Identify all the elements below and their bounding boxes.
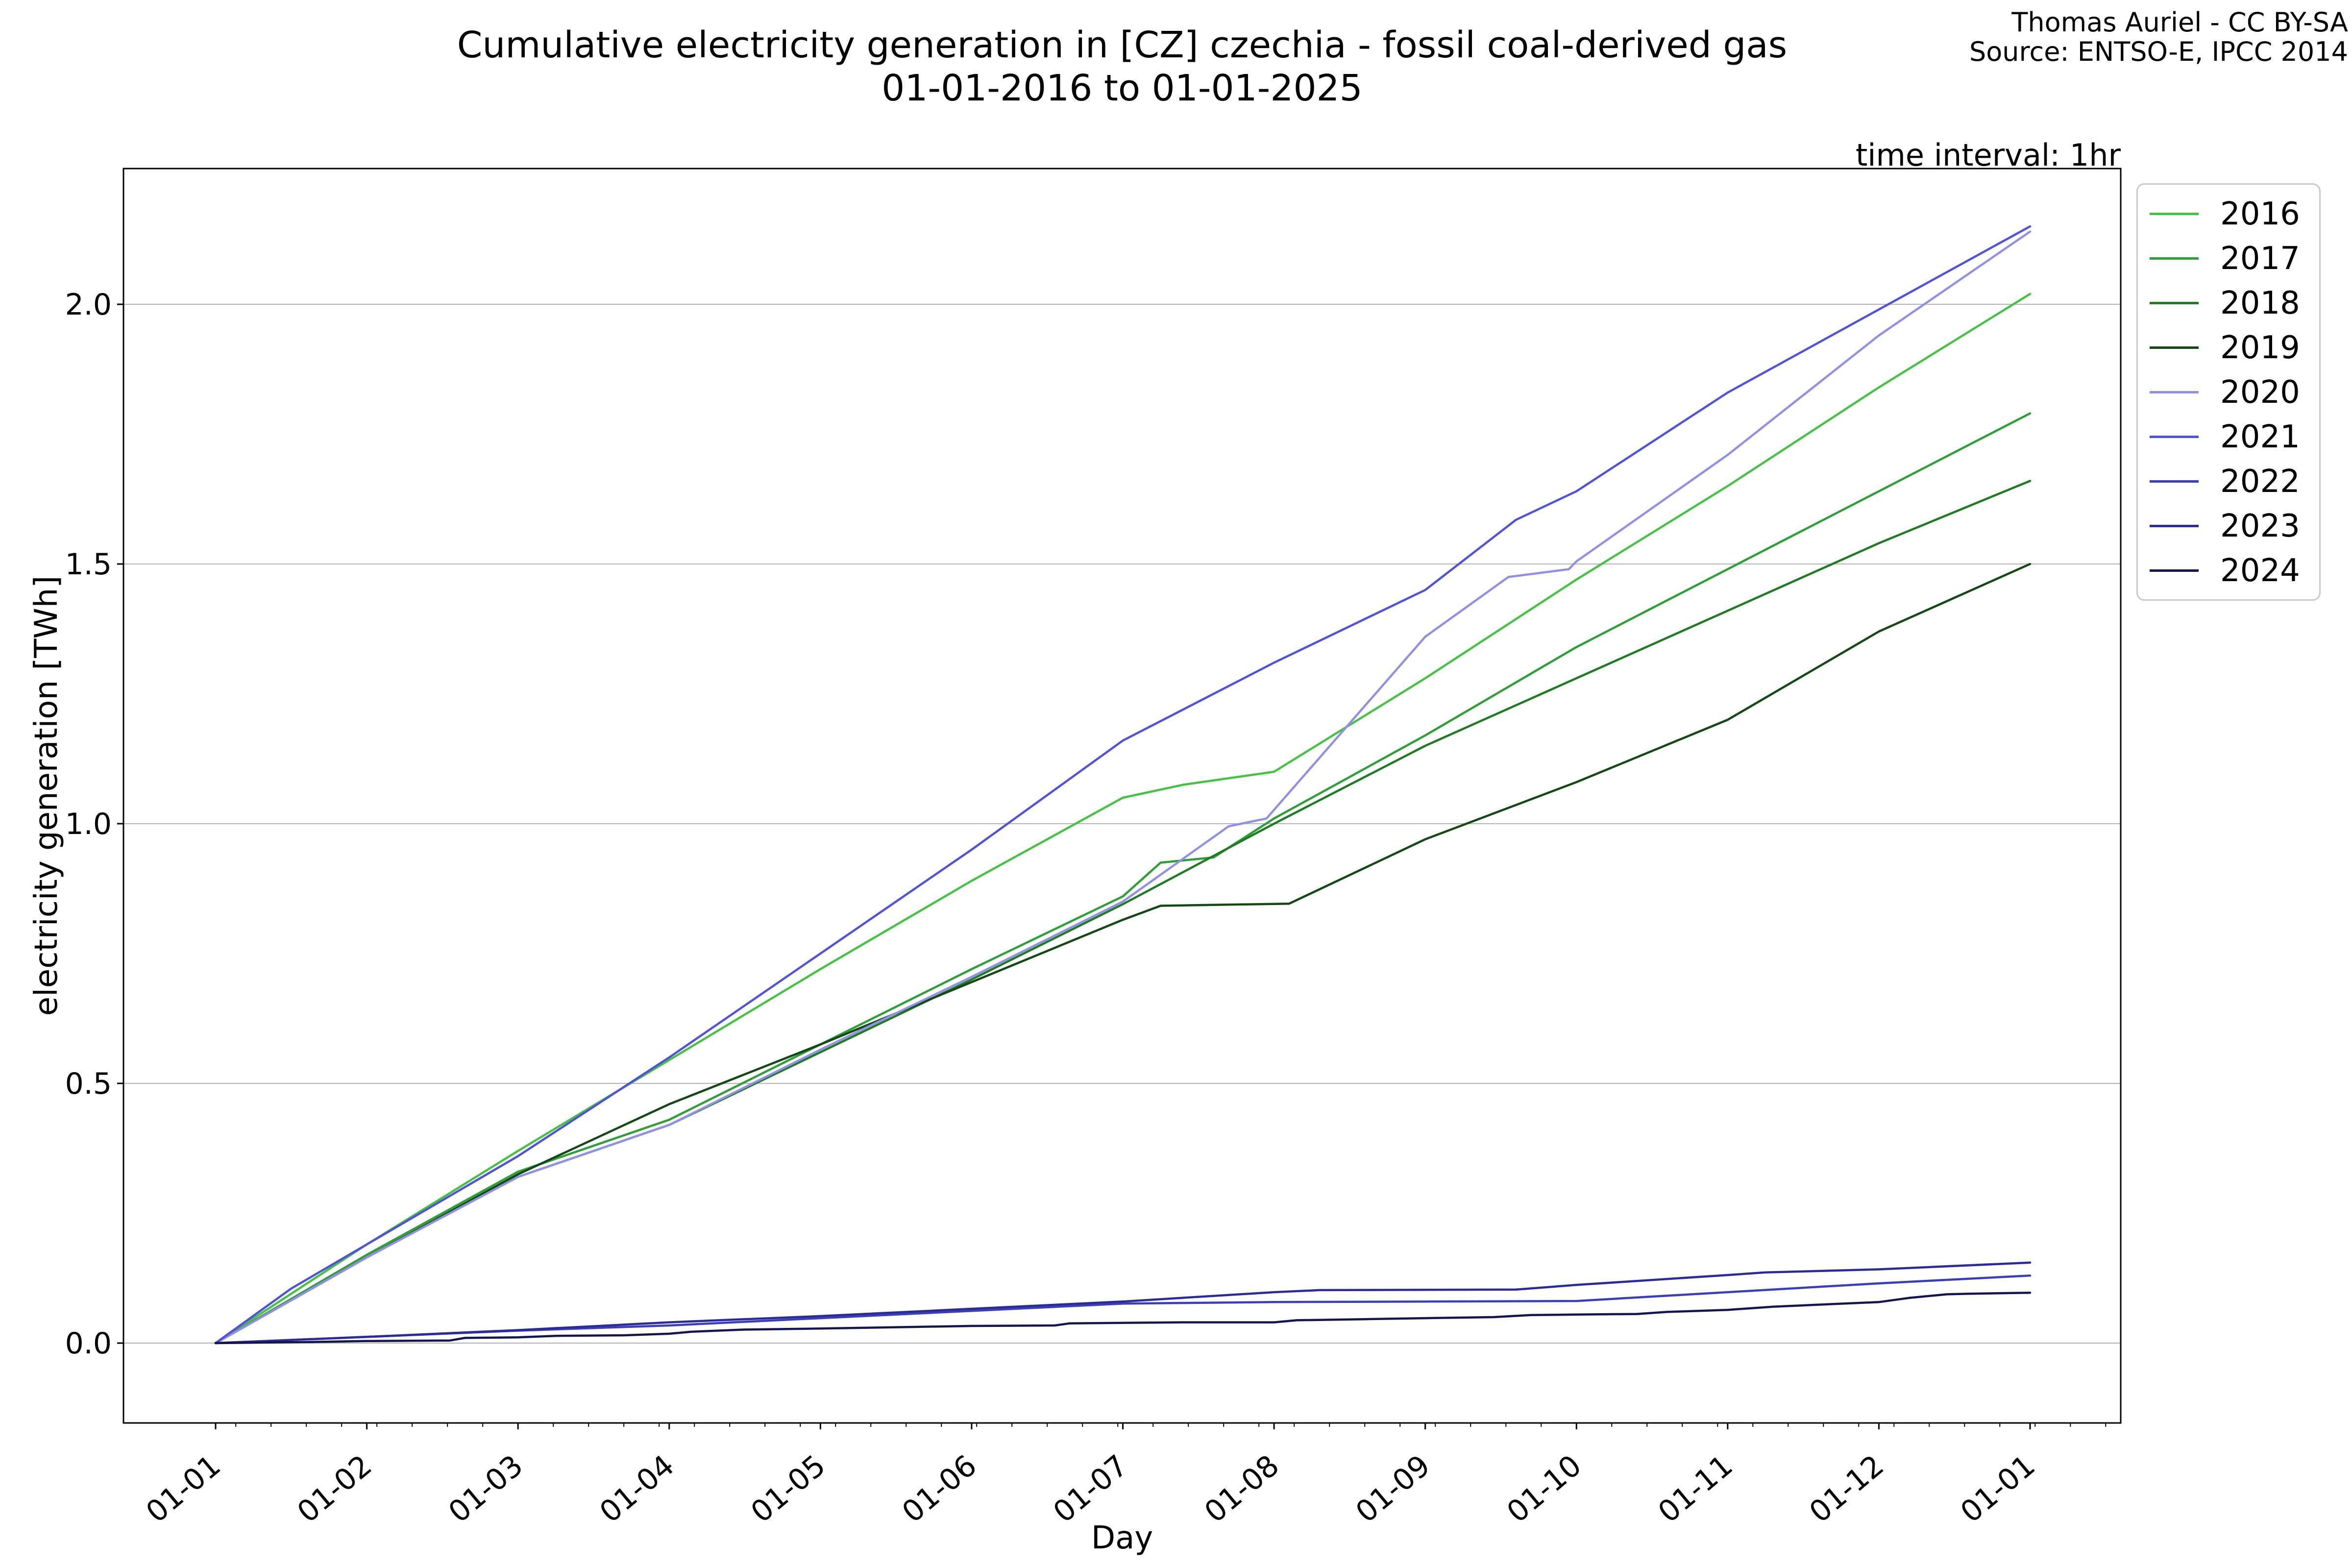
x-tick-label: 01-05 bbox=[744, 1448, 832, 1530]
legend-label-2020: 2020 bbox=[2220, 374, 2300, 411]
legend-label-2021: 2021 bbox=[2220, 418, 2300, 455]
legend-swatch-2017 bbox=[2150, 257, 2199, 260]
legend-label-2016: 2016 bbox=[2220, 196, 2300, 232]
legend-swatch-2021 bbox=[2150, 436, 2199, 438]
y-tick-label: 0.5 bbox=[65, 1067, 112, 1101]
series-line-2022 bbox=[214, 1274, 2032, 1345]
y-tick-label: 1.0 bbox=[65, 807, 112, 841]
series-line-2017 bbox=[214, 412, 2032, 1345]
legend-label-2024: 2024 bbox=[2220, 552, 2300, 589]
series-line-2020 bbox=[214, 230, 2032, 1345]
plot-border bbox=[122, 168, 2122, 1424]
legend-item-2018: 2018 bbox=[2138, 281, 2319, 325]
legend-item-2016: 2016 bbox=[2138, 192, 2319, 236]
x-tick-label: 01-03 bbox=[442, 1448, 530, 1530]
legend-label-2019: 2019 bbox=[2220, 329, 2300, 366]
chart-title-line1: Cumulative electricity generation in [CZ… bbox=[457, 24, 1788, 66]
x-tick-label: 01-01 bbox=[1954, 1448, 2042, 1530]
x-tick-label: 01-02 bbox=[291, 1448, 379, 1530]
x-tick-label: 01-06 bbox=[896, 1448, 983, 1530]
legend-label-2023: 2023 bbox=[2220, 508, 2300, 544]
attribution-author: Thomas Auriel - CC BY-SA bbox=[2011, 7, 2348, 38]
legend-label-2022: 2022 bbox=[2220, 463, 2300, 500]
legend-swatch-2022 bbox=[2150, 480, 2199, 483]
series-line-2021 bbox=[214, 225, 2032, 1345]
legend-label-2018: 2018 bbox=[2220, 285, 2300, 321]
series-line-2018 bbox=[214, 480, 2032, 1345]
y-tick-label: 0.0 bbox=[65, 1326, 112, 1361]
series-line-2023 bbox=[214, 1261, 2032, 1345]
chart-title-line2: 01-01-2016 to 01-01-2025 bbox=[882, 67, 1363, 109]
chart-title: Cumulative electricity generation in [CZ… bbox=[123, 24, 2121, 110]
legend-swatch-2020 bbox=[2150, 391, 2199, 393]
legend-item-2020: 2020 bbox=[2138, 370, 2319, 415]
y-tick-label: 2.0 bbox=[65, 288, 112, 322]
legend-item-2021: 2021 bbox=[2138, 415, 2319, 459]
legend-item-2024: 2024 bbox=[2138, 548, 2319, 593]
y-axis-label: electricity generation [TWh] bbox=[28, 575, 65, 1016]
axis-ticks bbox=[117, 303, 2107, 1429]
series-line-2016 bbox=[214, 293, 2032, 1345]
x-tick-label: 01-04 bbox=[593, 1448, 681, 1530]
x-tick-label: 01-08 bbox=[1198, 1448, 1286, 1530]
series-line-2024 bbox=[214, 1291, 2032, 1345]
x-axis-label: Day bbox=[1091, 1520, 1153, 1556]
series-lines bbox=[214, 225, 2032, 1345]
gridlines bbox=[123, 304, 2121, 1344]
time-interval-note: time interval: 1hr bbox=[1856, 137, 2121, 173]
legend-swatch-2016 bbox=[2150, 213, 2199, 215]
legend-swatch-2018 bbox=[2150, 302, 2199, 304]
legend-label-2017: 2017 bbox=[2220, 240, 2300, 277]
x-tick-label: 01-09 bbox=[1349, 1448, 1437, 1530]
legend-swatch-2024 bbox=[2150, 569, 2199, 572]
attribution-source: Source: ENTSO-E, IPCC 2014 bbox=[1969, 36, 2348, 67]
x-tick-label: 01-07 bbox=[1047, 1448, 1135, 1530]
x-tick-label: 01-11 bbox=[1652, 1448, 1740, 1530]
legend-item-2022: 2022 bbox=[2138, 459, 2319, 504]
legend-item-2019: 2019 bbox=[2138, 325, 2319, 370]
legend-swatch-2023 bbox=[2150, 525, 2199, 527]
legend-item-2017: 2017 bbox=[2138, 236, 2319, 281]
y-tick-label: 1.5 bbox=[65, 547, 112, 582]
legend-item-2023: 2023 bbox=[2138, 504, 2319, 548]
legend-swatch-2019 bbox=[2150, 346, 2199, 349]
legend-box: 2016 2017 2018 2019 2020 2021 2022 2023 2024 bbox=[2136, 183, 2321, 601]
x-tick-label: 01-01 bbox=[140, 1448, 227, 1530]
attribution: Thomas Auriel - CC BY-SA Source: ENTSO-E… bbox=[1969, 8, 2348, 67]
axes-spines bbox=[122, 168, 2122, 1424]
series-line-2019 bbox=[214, 563, 2032, 1345]
x-tick-label: 01-12 bbox=[1803, 1448, 1890, 1530]
x-tick-label: 01-10 bbox=[1500, 1448, 1588, 1530]
